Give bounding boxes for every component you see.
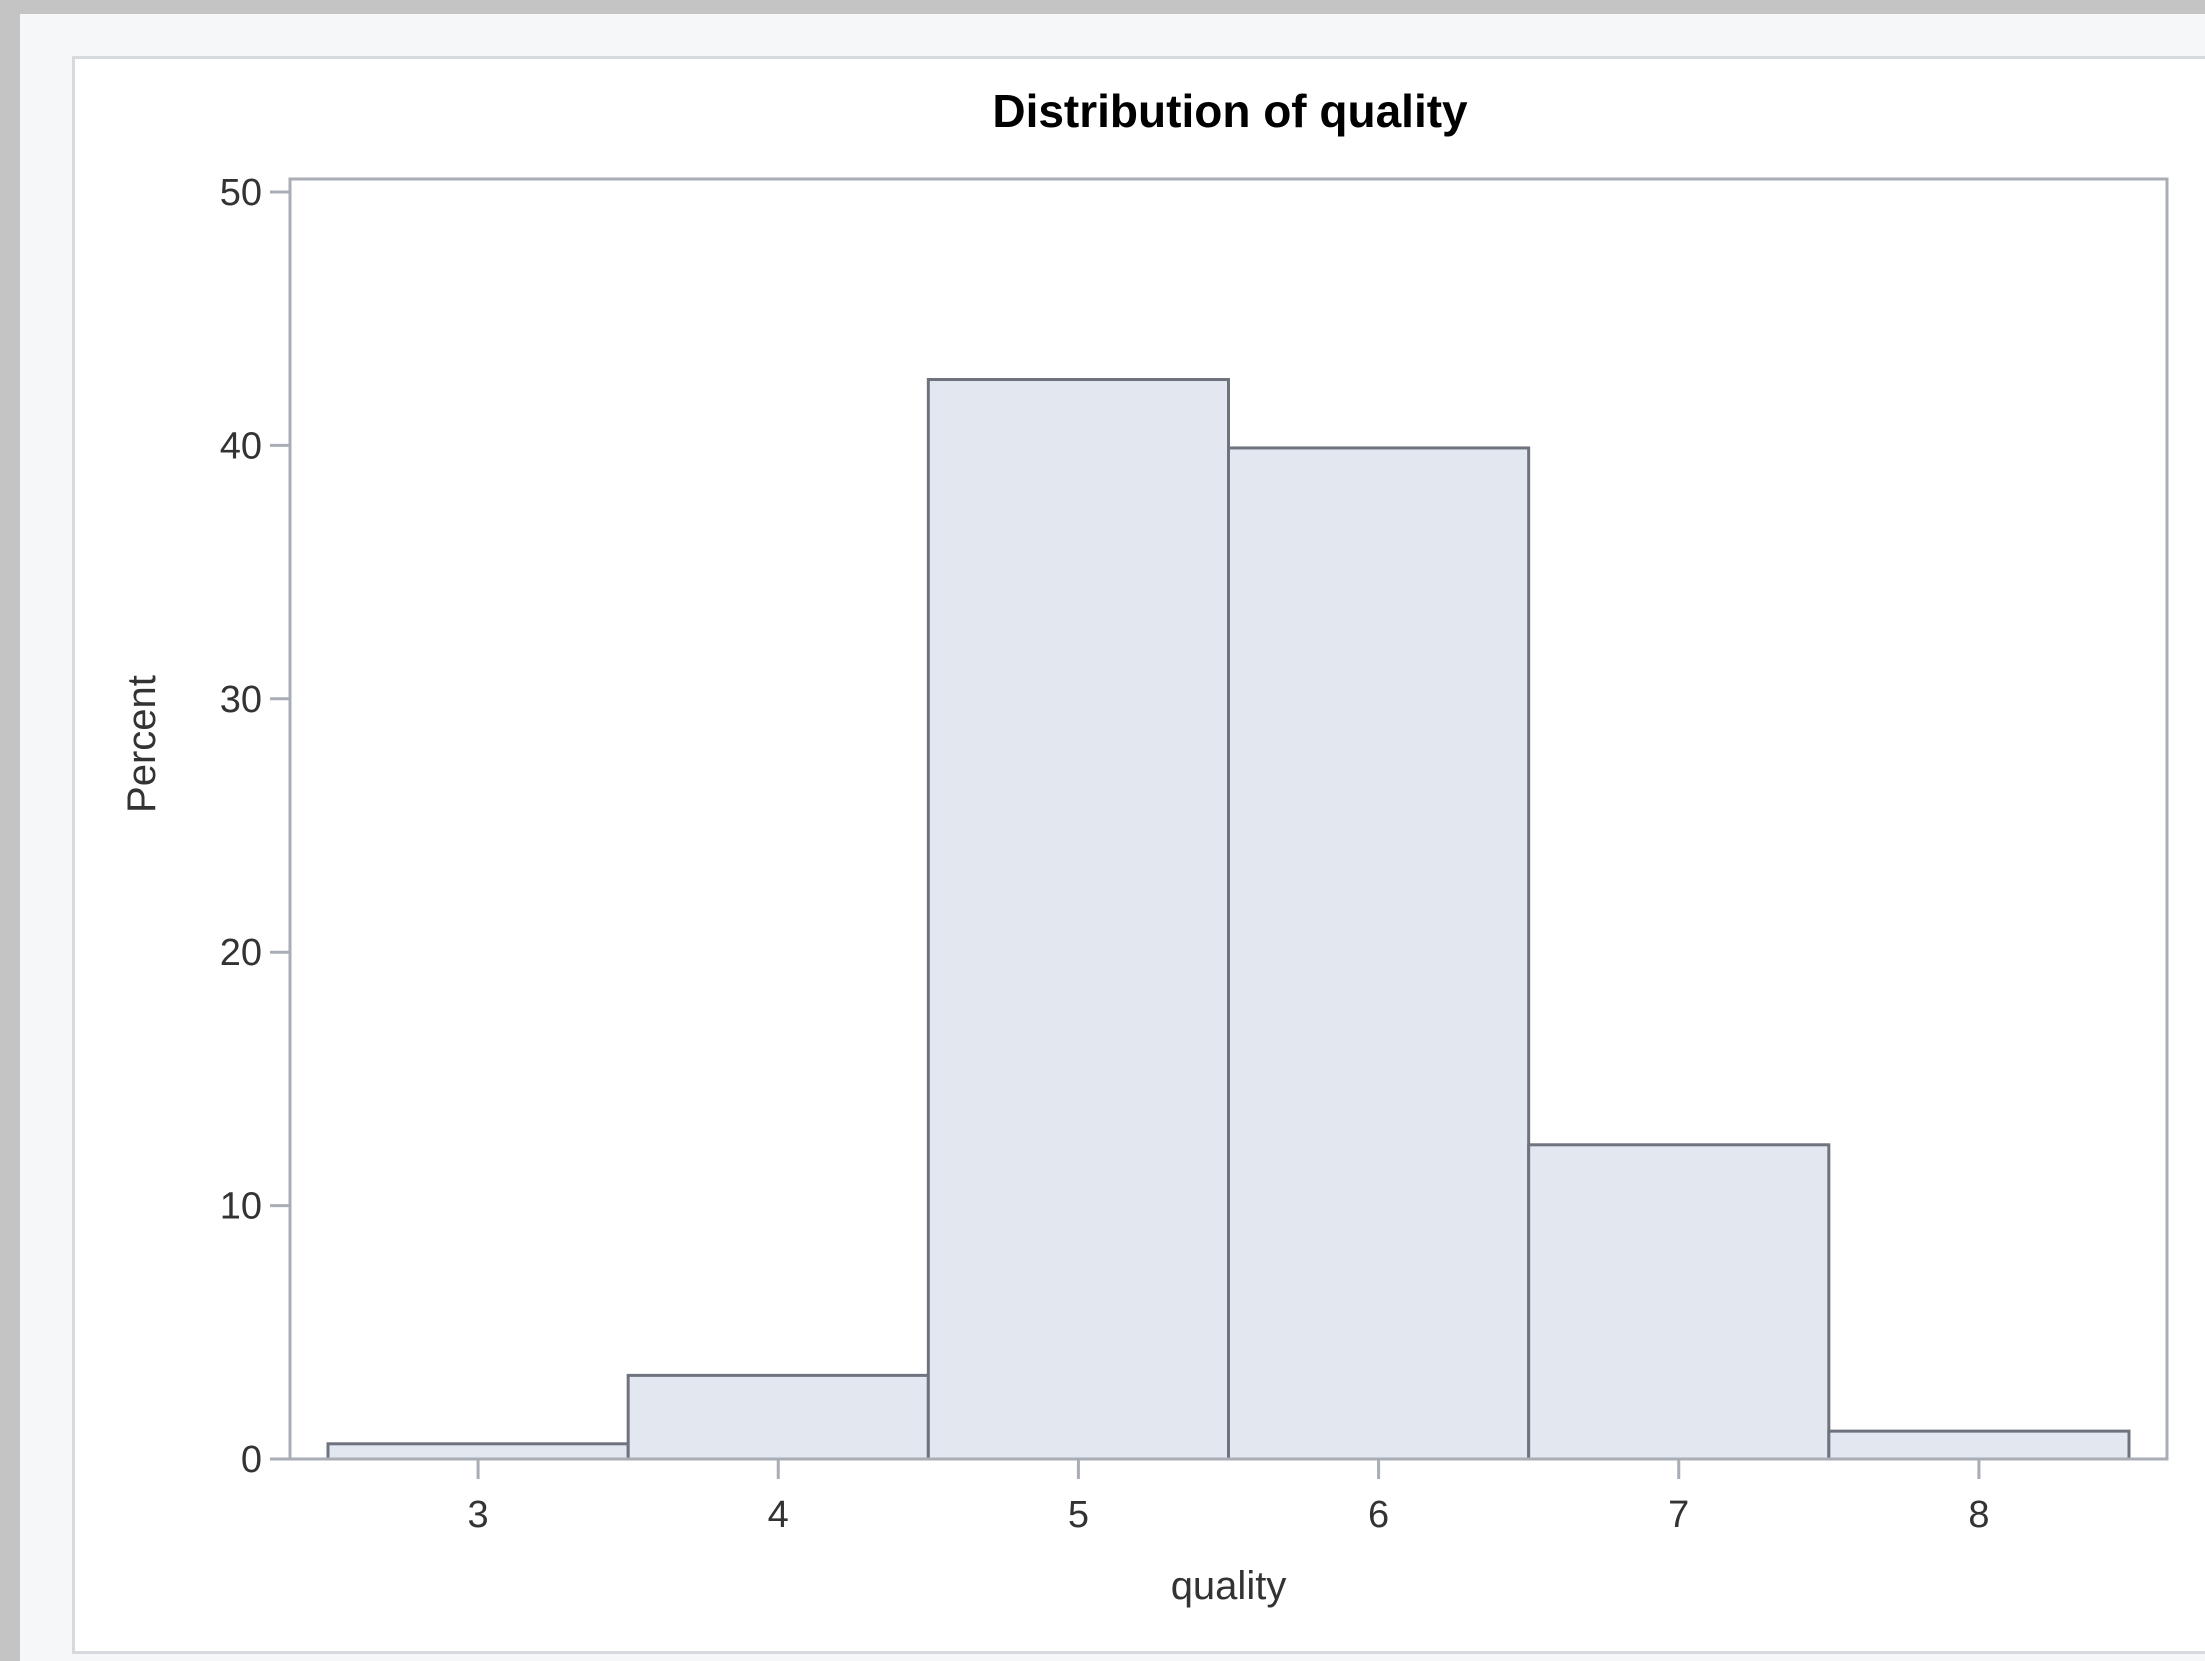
bar-4 — [626, 1373, 930, 1461]
y-tick-label-0: 0 — [241, 1439, 262, 1481]
x-axis: 3 4 5 6 7 8 — [468, 1459, 1989, 1536]
y-tick-label-40: 40 — [220, 425, 262, 467]
x-tick-label-4: 4 — [768, 1494, 789, 1536]
y-axis: 0 10 20 30 40 50 — [220, 172, 290, 1481]
bar-5 — [926, 378, 1230, 1461]
y-tick-label-20: 20 — [220, 932, 262, 974]
x-tick-label-6: 6 — [1368, 1494, 1389, 1536]
y-axis-label: Percent — [120, 675, 164, 813]
plot-frame — [288, 177, 2169, 1461]
x-tick-label-8: 8 — [1968, 1494, 1989, 1536]
y-tick-label-10: 10 — [220, 1186, 262, 1228]
bar-7 — [1527, 1143, 1831, 1461]
figure-background: Distribution of quality 0 10 20 30 40 50 3 4 5 6… — [20, 14, 2205, 1661]
chart-panel: Distribution of quality 0 10 20 30 40 50 3 4 5 6… — [72, 56, 2205, 1654]
chart-title: Distribution of quality — [992, 85, 1468, 137]
bar-3 — [326, 1442, 630, 1461]
x-tick-label-3: 3 — [468, 1494, 489, 1536]
bars-layer — [326, 378, 2131, 1461]
x-tick-label-5: 5 — [1068, 1494, 1089, 1536]
y-tick-label-50: 50 — [220, 172, 262, 214]
histogram-chart: Distribution of quality 0 10 20 30 40 50 3 4 5 6… — [120, 85, 2169, 1608]
x-axis-label: quality — [1171, 1564, 1287, 1608]
x-tick-label-7: 7 — [1668, 1494, 1689, 1536]
y-tick-label-30: 30 — [220, 679, 262, 721]
bar-8 — [1827, 1429, 2131, 1461]
bar-6 — [1227, 446, 1531, 1461]
